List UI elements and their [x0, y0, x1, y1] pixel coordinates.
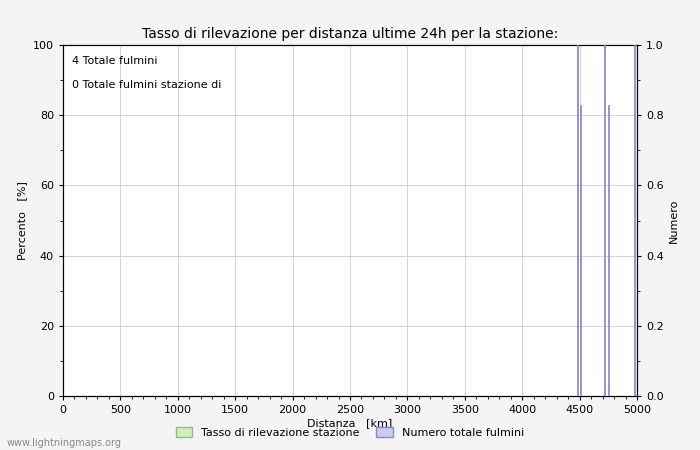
Y-axis label: Numero: Numero [669, 198, 679, 243]
Bar [634, 45, 635, 396]
Text: 0 Totale fulmini stazione di: 0 Totale fulmini stazione di [71, 80, 221, 90]
Legend: Tasso di rilevazione stazione, Numero totale fulmini: Tasso di rilevazione stazione, Numero to… [172, 423, 528, 442]
Text: 4 Totale fulmini: 4 Totale fulmini [71, 55, 157, 66]
Bar [577, 45, 578, 396]
X-axis label: Distanza   [km]: Distanza [km] [307, 418, 393, 428]
Text: www.lightningmaps.org: www.lightningmaps.org [7, 438, 122, 448]
Bar [608, 105, 609, 396]
Y-axis label: Percento   [%]: Percento [%] [18, 181, 27, 260]
Bar [580, 105, 581, 396]
Bar [604, 45, 606, 396]
Title: Tasso di rilevazione per distanza ultime 24h per la stazione:: Tasso di rilevazione per distanza ultime… [142, 27, 558, 41]
